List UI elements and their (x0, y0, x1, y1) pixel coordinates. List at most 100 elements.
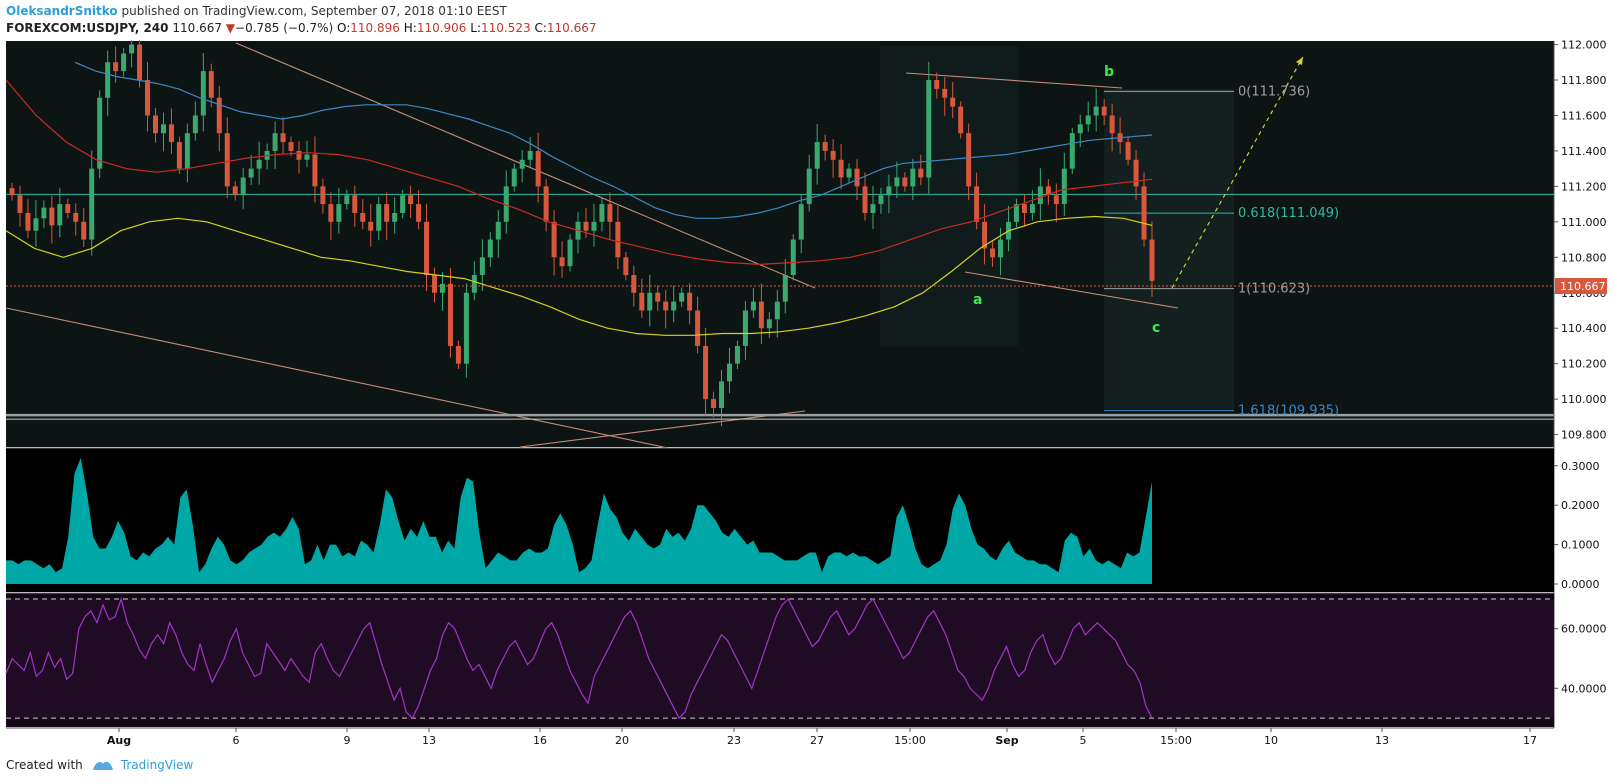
candle (990, 240, 996, 267)
projection-arrowhead (1296, 57, 1303, 65)
candle (17, 185, 23, 227)
candle (360, 199, 366, 230)
candle (1141, 172, 1147, 248)
atr-tick-label: 0.0000 (1561, 578, 1600, 591)
candle (57, 188, 63, 238)
change-down-arrow-icon: ▼ (225, 21, 236, 35)
candle (615, 205, 621, 269)
publish-info: OleksandrSnitko published on TradingView… (6, 4, 507, 18)
candle (65, 198, 71, 219)
candle (750, 287, 756, 318)
published-text: published on TradingView.com, September … (121, 4, 507, 18)
candle (400, 189, 406, 219)
created-with-text: Created with (6, 758, 83, 772)
ma-red-line (5, 79, 1153, 266)
candle (447, 267, 453, 358)
candle (958, 101, 964, 139)
candle (1021, 194, 1027, 227)
price-tick-label: 111.800 (1561, 74, 1607, 87)
candle (121, 48, 127, 77)
candle (519, 150, 525, 183)
footer: Created with TradingView (6, 758, 193, 772)
candle (1085, 101, 1091, 132)
high-value: 110.906 (416, 21, 467, 35)
atr-axis[interactable]: 0.3000 0.2000 0.1000 0.0000 (1554, 460, 1600, 591)
candle (495, 210, 501, 258)
time-tick-label: 20 (615, 734, 629, 747)
candle (926, 61, 932, 194)
candle (463, 283, 469, 378)
candle (719, 369, 725, 427)
candle (216, 86, 222, 152)
candle (1149, 221, 1155, 297)
candle (687, 283, 693, 325)
candle (1133, 150, 1139, 201)
time-axis[interactable]: Aug 6 9 13 16 20 23 27 15:00 Sep 5 15:00 10 13 17 (107, 728, 1537, 747)
close-label: C: (534, 21, 547, 35)
time-tick-label: 16 (533, 734, 547, 747)
price-tick-label: 111.000 (1561, 216, 1607, 229)
chart-canvas[interactable]: 0(111.736) 0.618(111.049) 1(110.623) 1.618(… (0, 40, 1615, 748)
rsi-band (6, 598, 1554, 719)
candle (846, 163, 852, 183)
candle (9, 182, 15, 201)
candles (9, 40, 1155, 427)
low-value: 110.523 (481, 21, 531, 35)
candle (870, 186, 876, 229)
candle (679, 287, 685, 307)
candle (814, 123, 820, 185)
candle (734, 340, 740, 369)
candle (559, 241, 565, 278)
candle (503, 170, 509, 234)
wave-label-a: a (973, 292, 982, 308)
high-label: H: (403, 21, 417, 35)
candle (240, 167, 246, 210)
atr-area (6, 457, 1152, 584)
candle (1101, 99, 1107, 126)
rsi-axis[interactable]: 60.0000 40.0000 (1554, 623, 1607, 696)
candle (336, 188, 342, 234)
candle (1093, 88, 1099, 132)
candle (782, 259, 788, 314)
candle (910, 159, 916, 201)
trendlines (5, 42, 1179, 449)
candle (950, 81, 956, 119)
low-label: L: (470, 21, 481, 35)
candle (551, 210, 557, 276)
candle (1029, 190, 1035, 221)
open-label: O: (337, 21, 351, 35)
candle (408, 185, 414, 218)
candle (200, 53, 206, 132)
price-tick-label: 110.400 (1561, 322, 1607, 335)
candle (822, 134, 828, 161)
candle (1053, 183, 1059, 223)
candle (918, 154, 924, 185)
wave-label-c: c (1152, 320, 1160, 336)
candle (798, 194, 804, 254)
candle (224, 117, 230, 199)
candle (328, 192, 334, 240)
candle (368, 203, 374, 247)
candle (886, 174, 892, 214)
candle (455, 340, 461, 369)
candle (288, 136, 294, 157)
candle (487, 232, 493, 267)
last-price-tag (1555, 278, 1607, 294)
candle (742, 300, 748, 360)
candle (527, 137, 533, 168)
tradingview-brand[interactable]: TradingView (120, 758, 194, 772)
candle (711, 391, 717, 418)
candle (145, 61, 151, 132)
time-tick-label: 15:00 (1160, 734, 1192, 747)
candle (432, 267, 438, 303)
time-tick-label: 9 (344, 734, 351, 747)
author-name[interactable]: OleksandrSnitko (6, 4, 118, 18)
candle (1045, 178, 1051, 205)
atr-tick-label: 0.2000 (1561, 499, 1600, 512)
candle (73, 203, 79, 236)
price-panel[interactable] (6, 41, 1554, 447)
candle (41, 200, 47, 228)
candle (591, 203, 597, 247)
candle (567, 234, 573, 272)
candle (766, 311, 772, 338)
